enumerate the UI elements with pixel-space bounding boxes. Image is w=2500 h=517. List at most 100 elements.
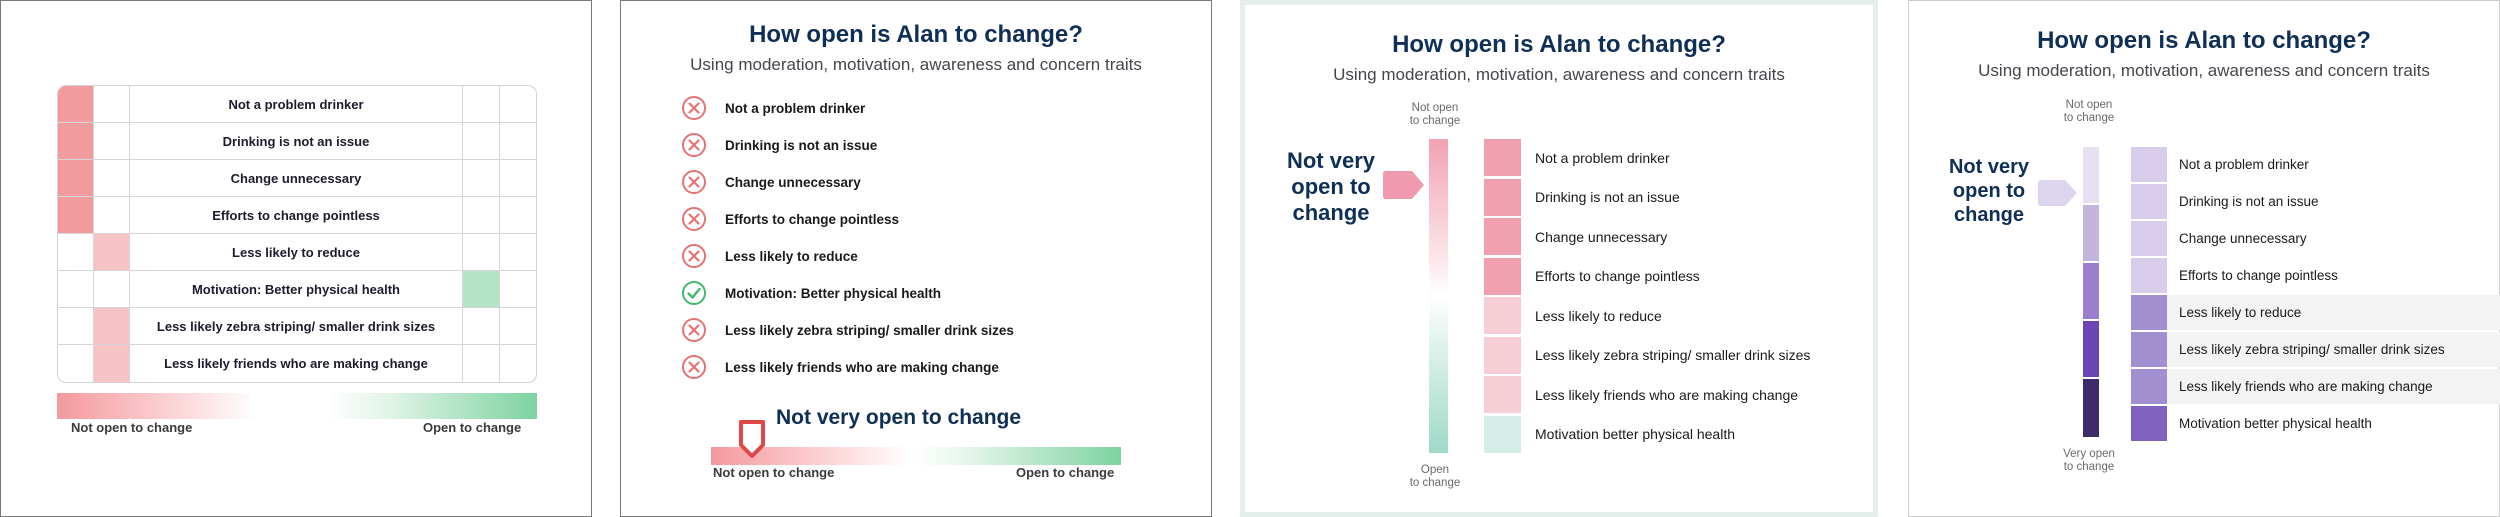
grid-cell <box>463 197 500 233</box>
x-circle-icon <box>681 243 707 269</box>
not-open-gradient-bar <box>57 393 257 419</box>
grid-row: Less likely to reduce <box>58 234 536 271</box>
grid-cell <box>94 234 130 270</box>
grid-row: Not a problem drinker <box>58 86 536 123</box>
scale-bottom-label-line: Very open <box>2063 448 2115 460</box>
trait-row: Less likely to reduce <box>2131 295 2500 330</box>
trait-list-item: Change unnecessary <box>681 167 861 197</box>
grid-cell <box>58 271 94 307</box>
grid-cell <box>94 160 130 196</box>
trait-row: Efforts to change pointless <box>2131 258 2500 293</box>
verdict-line: change <box>1292 200 1370 225</box>
trait-label: Change unnecessary <box>1535 228 1668 245</box>
trait-label: Less likely to reduce <box>1535 307 1662 324</box>
grid-row-label: Drinking is not an issue <box>130 123 463 159</box>
grid-cell <box>500 234 536 270</box>
trait-label: Not a problem drinker <box>2179 157 2309 172</box>
trait-swatch <box>2131 332 2167 367</box>
grid-row: Change unnecessary <box>58 160 536 197</box>
trait-row: Drinking is not an issue <box>1484 178 1884 216</box>
trait-swatch <box>2131 221 2167 256</box>
not-open-gradient-bar <box>711 447 911 465</box>
grid-cell <box>500 197 536 233</box>
scale-top-label-line: Not open <box>1411 102 1459 114</box>
grid-row-label: Less likely to reduce <box>130 234 463 270</box>
scale-top-label-line: to change <box>2063 112 2115 124</box>
grid-row: Less likely friends who are making chang… <box>58 345 536 382</box>
scale-top-label: Not open to change <box>1395 102 1475 128</box>
trait-label: Less likely to reduce <box>2179 305 2302 320</box>
grid-row-label: Efforts to change pointless <box>130 197 463 233</box>
trait-label: Less likely friends who are making chang… <box>1535 386 1799 403</box>
trait-label: Change unnecessary <box>2179 231 2307 246</box>
verdict-line: Not very <box>1948 156 2030 178</box>
trait-swatch <box>1484 376 1521 413</box>
grid-cell <box>463 271 500 307</box>
position-marker-icon <box>739 420 765 458</box>
grid-cell <box>500 345 536 382</box>
scale-not-open-label: Not open to change <box>713 465 835 480</box>
trait-swatch <box>2131 258 2167 293</box>
trait-swatch <box>1484 257 1521 295</box>
grid-cell <box>58 123 94 159</box>
verdict-line: open to <box>1952 180 2026 202</box>
verdict-text: Not very open to change <box>776 406 1022 429</box>
verdict-line: open to <box>1291 174 1371 199</box>
verdict-line: Not very <box>1286 148 1376 173</box>
trait-label: Efforts to change pointless <box>2179 268 2338 283</box>
grid-cell <box>58 160 94 196</box>
scale-segment <box>2083 263 2099 321</box>
trait-list-item: Motivation: Better physical health <box>681 278 941 308</box>
grid-cell <box>58 308 94 344</box>
grid-row-label: Less likely zebra striping/ smaller drin… <box>130 308 463 344</box>
trait-row: Not a problem drinker <box>1484 139 1884 176</box>
grid-cell <box>463 345 500 382</box>
x-circle-icon <box>681 132 707 158</box>
vertical-scale-bar <box>1429 139 1448 453</box>
trait-list-item: Less likely friends who are making chang… <box>681 352 999 382</box>
trait-swatch <box>2131 369 2167 404</box>
grid-cell <box>500 86 536 122</box>
page-title: How open is Alan to change? <box>2037 27 2371 54</box>
trait-swatch <box>2131 184 2167 219</box>
page-subtitle: Using moderation, motivation, awareness … <box>1333 65 1785 84</box>
page-subtitle: Using moderation, motivation, awareness … <box>1978 61 2430 80</box>
page-title: How open is Alan to change? <box>1392 31 1726 58</box>
open-gradient-bar <box>329 393 537 419</box>
trait-list-item: Efforts to change pointless <box>681 204 899 234</box>
trait-row: Less likely to reduce <box>1484 297 1884 334</box>
grid-cell <box>463 308 500 344</box>
x-circle-icon <box>681 169 707 195</box>
grid-cell <box>94 86 130 122</box>
trait-label: Motivation better physical health <box>2179 416 2372 431</box>
scale-segment <box>2083 321 2099 379</box>
trait-swatch <box>2131 406 2167 441</box>
trait-label: Change unnecessary <box>725 174 861 190</box>
scale-top-label-line: to change <box>1409 115 1461 127</box>
trait-row: Change unnecessary <box>1484 218 1884 255</box>
trait-swatch <box>1484 415 1521 453</box>
trait-row: Motivation better physical health <box>1484 415 1884 453</box>
verdict-line: change <box>1953 204 2025 226</box>
scale-segment <box>2083 147 2099 205</box>
trait-label: Drinking is not an issue <box>725 137 878 153</box>
trait-label: Less likely zebra striping/ smaller drin… <box>2179 342 2445 357</box>
trait-label: Motivation better physical health <box>1535 426 1735 442</box>
page-subtitle: Using moderation, motivation, awareness … <box>690 55 1142 74</box>
trait-label: Less likely friends who are making chang… <box>2179 379 2433 394</box>
trait-row: Change unnecessary <box>2131 221 2500 256</box>
x-circle-icon <box>681 206 707 232</box>
trait-label: Not a problem drinker <box>725 100 866 116</box>
trait-swatch <box>1484 178 1521 216</box>
trait-label: Drinking is not an issue <box>1535 189 1680 205</box>
trait-swatch <box>2131 147 2167 182</box>
grid-cell <box>58 234 94 270</box>
grid-cell <box>58 345 94 382</box>
trait-label: Less likely friends who are making chang… <box>725 359 999 375</box>
vertical-scale-bar <box>2083 147 2099 437</box>
grid-cell <box>58 197 94 233</box>
pointer-arrow-icon <box>2038 180 2077 206</box>
grid-row: Less likely zebra striping/ smaller drin… <box>58 308 536 345</box>
legend-open-label: Open to change <box>423 420 522 435</box>
trait-list-item: Less likely zebra striping/ smaller drin… <box>681 315 1014 345</box>
